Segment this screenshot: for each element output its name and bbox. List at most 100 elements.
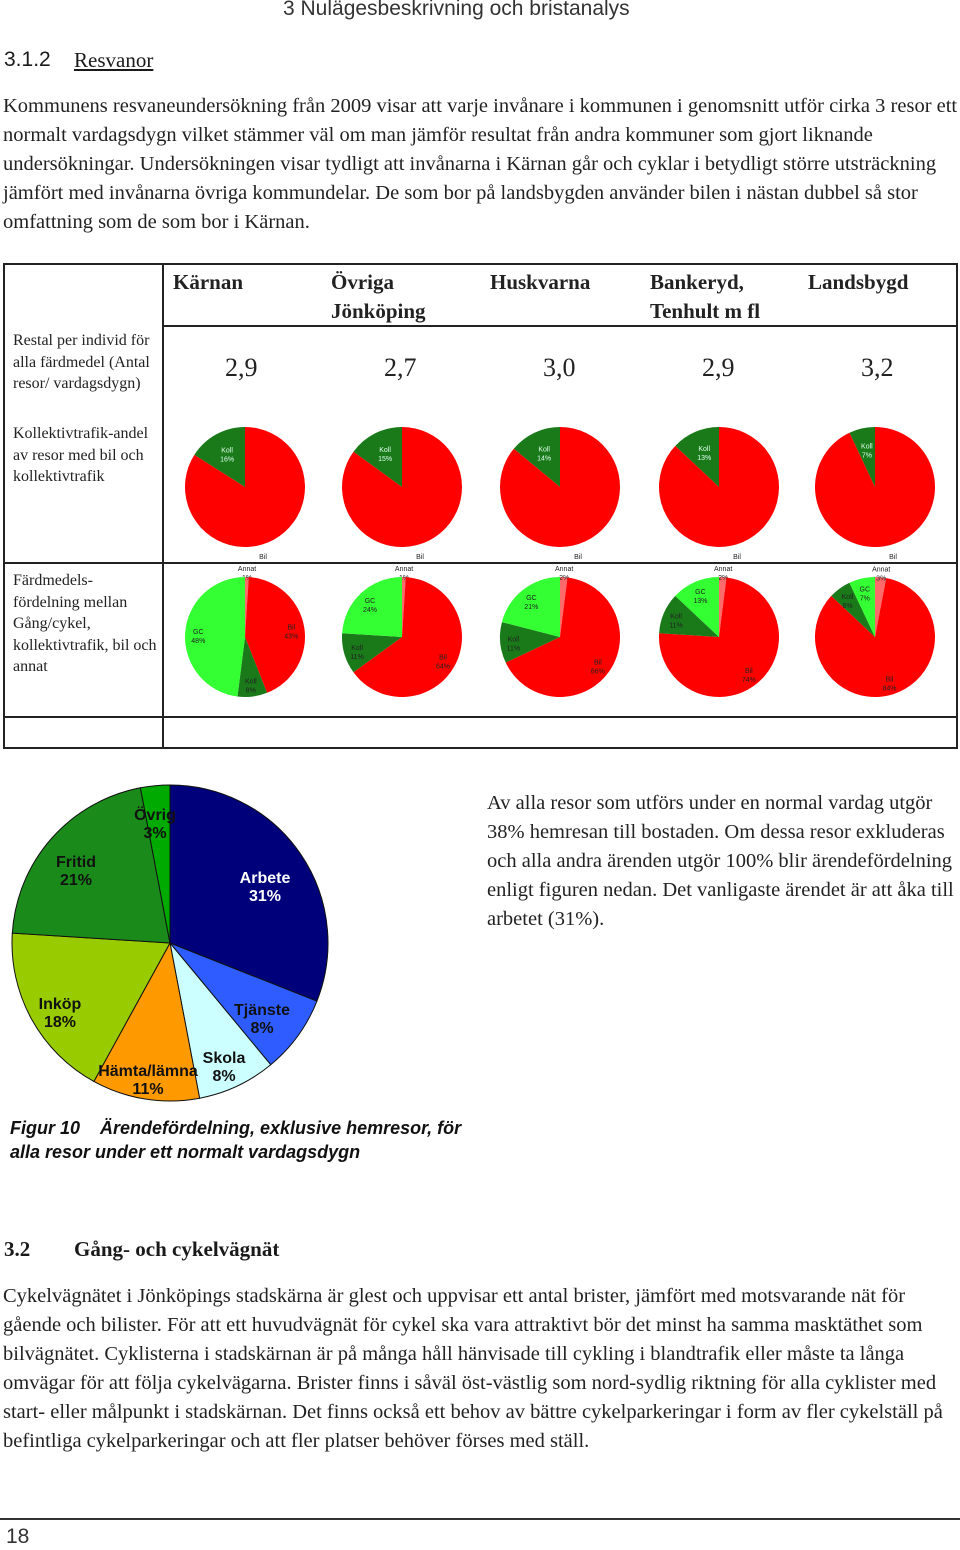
column-header-landsbygd: Landsbygd — [808, 270, 909, 294]
pie-label-gc: 21% — [524, 604, 538, 611]
mode-split-pies: Annat 1% Bil 43% Koll 8% GC 48% Annat 1% Bil 64% Kol… — [185, 566, 935, 697]
pie-slice-koll — [353, 427, 402, 487]
purpose-slice-övrig — [139, 784, 171, 944]
pie-label-gc: 48% — [191, 638, 205, 645]
table-divider — [162, 265, 164, 747]
purpose-label-fritid: 21% — [60, 872, 92, 889]
pie-slice-bil — [815, 578, 935, 697]
pie-label-koll: Koll — [245, 678, 257, 685]
pie-label-koll: Koll — [221, 447, 233, 454]
pie-label-bil: Bil — [416, 554, 424, 561]
pie-slice-gc — [185, 577, 245, 697]
pie-label-bil: 66% — [591, 669, 605, 676]
pie-label-gc: 13% — [693, 598, 707, 605]
purpose-slice-fritid — [11, 787, 171, 944]
pie-label-annat: Annat — [395, 566, 413, 573]
pie-label-bil: Bil — [574, 554, 582, 561]
transit-share-pies: Koll16%Bil84%Koll15%Bil85%Koll14%Bil86%K… — [185, 427, 936, 561]
purpose-slice-inköp — [11, 932, 171, 1083]
pie-label-koll: 11% — [669, 622, 683, 629]
pie-slice-koll — [675, 427, 719, 487]
pie-slice-bil — [185, 427, 306, 547]
pie-slice-annat — [245, 577, 249, 637]
pie-label-annat: Annat — [555, 566, 573, 573]
pie-label-bil: 64% — [436, 664, 450, 671]
page-number: 18 — [6, 1525, 30, 1548]
purpose-paragraph: Av alla resor som utförs under en normal… — [487, 792, 954, 930]
pie-label-koll: 11% — [350, 654, 364, 661]
pie-label-gc: 7% — [860, 595, 870, 602]
row-label-transit-share: Kollektivtrafik-andel av resor med bil o… — [13, 425, 149, 485]
pie-slice-annat — [402, 577, 406, 637]
pie-slice-koll — [237, 637, 268, 697]
pie-slice-gc — [342, 577, 402, 637]
pie-slice-bil — [353, 577, 463, 697]
section-number: 3.1.2 — [4, 48, 51, 71]
pie-label-annat: Annat — [714, 566, 732, 573]
section-title: Resvanor — [74, 48, 154, 72]
footer-rule — [0, 1518, 960, 1520]
pie-slice-gc — [675, 577, 719, 637]
pie-slice-bil — [815, 427, 936, 547]
pie-slice-gc — [501, 577, 560, 637]
purpose-label-hämtalämna: Hämta/lämna — [98, 1063, 198, 1080]
pie-label-koll: Koll — [538, 446, 550, 453]
trip-rate-landsbygd: 3,2 — [861, 353, 894, 382]
pie-label-bil: Bil — [439, 655, 447, 662]
section-2-title: Gång- och cykelvägnät — [74, 1237, 280, 1261]
column-header-bankeryd: Bankeryd, Tenhult m fl — [650, 270, 761, 323]
row-label-mode-split: Färdmedels-fördelning mellan Gång/cykel,… — [13, 572, 157, 675]
pie-slice-bil — [342, 427, 462, 547]
pie-slice-koll — [659, 595, 719, 637]
pie-slice-bil — [500, 427, 620, 547]
column-header-huskvarna: Huskvarna — [490, 270, 591, 294]
purpose-label-arbete: Arbete — [240, 870, 291, 887]
pie-label-annat: 1% — [242, 575, 252, 582]
purpose-label-arbete: 31% — [249, 888, 281, 905]
pie-label-bil: Bil — [594, 660, 602, 667]
pie-label-koll: 11% — [507, 645, 521, 652]
table-divider — [162, 325, 956, 327]
pie-label-koll: Koll — [351, 645, 363, 652]
pie-label-bil: 74% — [742, 677, 756, 684]
purpose-label-skola: Skola — [203, 1050, 246, 1067]
pie-label-bil: 84% — [882, 686, 896, 693]
pie-label-koll: Koll — [698, 446, 710, 453]
column-header-karnan: Kärnan — [173, 270, 244, 294]
purpose-label-övrig: 3% — [143, 825, 166, 842]
pie-label-koll: 15% — [378, 456, 392, 463]
column-header-ovriga-jonkoping: Övriga Jönköping — [331, 270, 426, 323]
pie-slice-koll — [831, 582, 875, 637]
pie-label-koll: Koll — [379, 447, 391, 454]
section-2-paragraph: Cykelvägnätet i Jönköpings stadskärna är… — [3, 1285, 943, 1452]
pie-slice-bil — [505, 577, 620, 697]
trip-rate-karnan: 2,9 — [225, 353, 258, 382]
pie-slice-koll — [194, 427, 245, 487]
pie-label-koll: 8% — [246, 687, 256, 694]
pie-label-koll: Koll — [842, 594, 854, 601]
pie-label-bil: 43% — [284, 634, 298, 641]
pie-label-koll: 16% — [220, 456, 234, 463]
pie-slice-koll — [849, 427, 875, 487]
figure-caption: Figur 10 Ärendefördelning, exklusive hemr… — [10, 1116, 480, 1164]
table-divider — [5, 716, 956, 718]
pie-label-gc: 24% — [363, 607, 377, 614]
pie-label-koll: Koll — [670, 613, 682, 620]
pie-label-bil: Bil — [886, 677, 894, 684]
purpose-label-fritid: Fritid — [56, 854, 96, 871]
pie-slice-bil — [245, 577, 306, 693]
running-header: 3 Nulägesbeskrivning och bristanalys — [283, 0, 630, 20]
pie-label-annat: 3% — [876, 575, 886, 582]
pie-slice-koll — [513, 427, 560, 487]
trip-rate-huskvarna: 3,0 — [543, 353, 576, 382]
figure-number: Figur 10 — [10, 1118, 81, 1138]
purpose-label-skola: 8% — [212, 1068, 235, 1085]
pie-label-gc: GC — [365, 598, 376, 605]
purpose-label-inköp: Inköp — [39, 996, 82, 1013]
intro-paragraph: Kommunens resvaneundersökning från 2009 … — [3, 95, 958, 233]
pie-slice-koll — [342, 633, 402, 673]
pie-slice-annat — [875, 577, 887, 637]
pie-label-annat: 2% — [718, 575, 728, 582]
pie-label-annat: Annat — [872, 566, 890, 573]
pie-label-koll: Koll — [861, 444, 873, 451]
